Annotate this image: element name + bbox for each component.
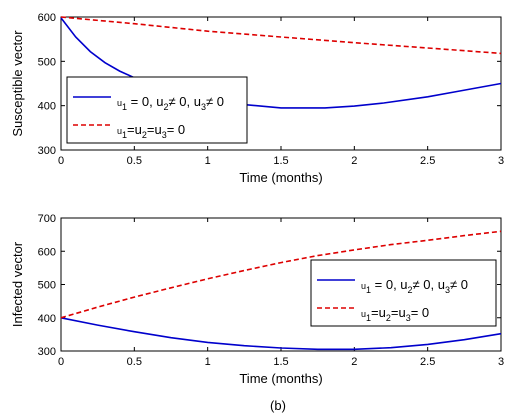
x-tick-label: 3 (498, 155, 504, 167)
y-axis-label: Infected vector (10, 241, 25, 327)
figure-caption: (b) (270, 398, 286, 413)
x-tick-label: 2.5 (420, 155, 435, 167)
x-tick-label: 0.5 (127, 155, 142, 167)
y-tick-label: 700 (38, 213, 56, 225)
x-tick-label: 1.5 (273, 155, 288, 167)
y-tick-label: 300 (38, 145, 56, 157)
x-tick-label: 2.5 (420, 356, 435, 368)
x-tick-label: 1 (205, 356, 211, 368)
x-tick-label: 1 (205, 155, 211, 167)
series-line-dashed (60, 16, 502, 55)
y-tick-label: 500 (38, 56, 56, 68)
susceptible-vector-panel: 0 0.5 1 1.5 2 2.5 3 300 400 500 600 Time (months) Su… (10, 12, 504, 185)
series-line-solid (60, 317, 502, 351)
legend-label: u1=u2=u3= 0 (361, 305, 429, 323)
legend-box (66, 76, 248, 144)
x-tick-label: 0 (58, 155, 64, 167)
legend: u1 = 0, u2≠ 0, u3≠ 0 u1=u2=u3= 0 (66, 76, 248, 144)
legend-label: u1=u2=u3= 0 (117, 122, 185, 140)
x-axis-label: Time (months) (239, 371, 322, 386)
x-tick-label: 2 (351, 356, 357, 368)
series-line-dashed (60, 230, 502, 319)
y-tick-label: 600 (38, 12, 56, 24)
infected-vector-panel: 0 0.5 1 1.5 2 2.5 3 300 400 500 600 700 Time (months… (10, 213, 504, 386)
y-tick-label: 400 (38, 313, 56, 325)
y-axis-label: Susceptible vector (10, 30, 25, 137)
legend-box (310, 259, 497, 327)
x-tick-label: 1.5 (273, 356, 288, 368)
y-tick-label: 300 (38, 346, 56, 358)
x-tick-label: 3 (498, 356, 504, 368)
x-tick-label: 0.5 (127, 356, 142, 368)
x-tick-label: 2 (351, 155, 357, 167)
x-tick-label: 0 (58, 356, 64, 368)
legend-label: u1 = 0, u2≠ 0, u3≠ 0 (117, 94, 224, 112)
y-tick-label: 500 (38, 280, 56, 292)
x-axis-label: Time (months) (239, 170, 322, 185)
y-tick-label: 600 (38, 246, 56, 258)
legend-label: u1 = 0, u2≠ 0, u3≠ 0 (361, 277, 468, 295)
y-tick-label: 400 (38, 101, 56, 113)
legend: u1 = 0, u2≠ 0, u3≠ 0 u1=u2=u3= 0 (310, 259, 497, 327)
